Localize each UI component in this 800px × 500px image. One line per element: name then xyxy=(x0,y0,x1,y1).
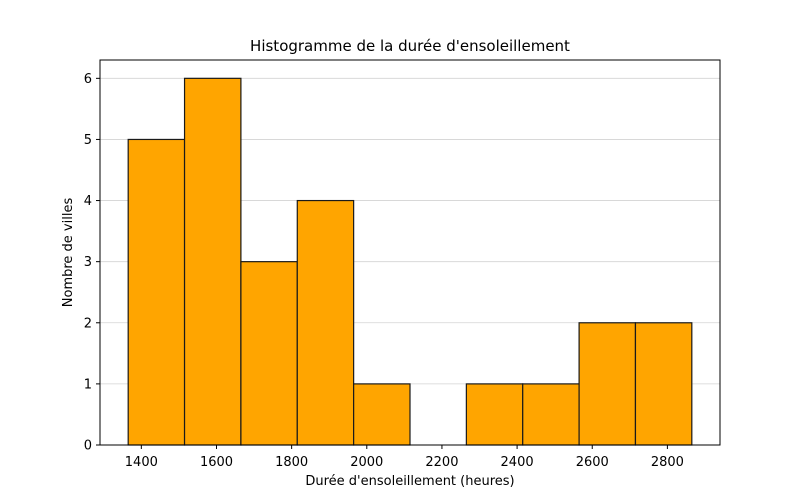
y-axis-label: Nombre de villes xyxy=(61,198,76,308)
x-axis-label: Durée d'ensoleillement (heures) xyxy=(305,474,514,489)
histogram-bar xyxy=(353,383,411,446)
y-tick-label: 6 xyxy=(84,72,92,87)
histogram-bar xyxy=(127,138,186,446)
x-tick-label: 1800 xyxy=(275,455,308,470)
x-tick-label: 2600 xyxy=(576,455,609,470)
x-tick-label: 2400 xyxy=(501,455,534,470)
histogram-bar xyxy=(183,77,242,446)
histogram-bar xyxy=(578,322,637,446)
y-tick-label: 3 xyxy=(84,255,92,270)
y-tick-label: 0 xyxy=(84,439,92,454)
y-tick-label: 1 xyxy=(84,377,92,392)
bars xyxy=(127,77,693,446)
histogram-bar xyxy=(634,322,693,446)
y-tick-label: 4 xyxy=(84,194,92,209)
histogram-bar xyxy=(296,199,355,446)
x-tick-label: 2000 xyxy=(350,455,383,470)
histogram-bar xyxy=(240,261,298,446)
x-tick-label: 1600 xyxy=(200,455,233,470)
y-axis-ticks: 0 1 2 3 4 5 6 xyxy=(84,72,100,454)
y-tick-label: 2 xyxy=(84,316,92,331)
chart-title: Histogramme de la durée d'ensoleillement xyxy=(250,37,570,55)
x-axis-ticks: 1400 1600 1800 2000 2200 2400 2600 2800 xyxy=(125,445,684,470)
plot-frame xyxy=(99,59,721,446)
x-tick-label: 1400 xyxy=(125,455,158,470)
x-tick-label: 2200 xyxy=(425,455,458,470)
histogram-bar xyxy=(465,383,524,446)
histogram-bar xyxy=(522,383,580,446)
x-tick-label: 2800 xyxy=(651,455,684,470)
y-tick-label: 5 xyxy=(84,133,92,148)
